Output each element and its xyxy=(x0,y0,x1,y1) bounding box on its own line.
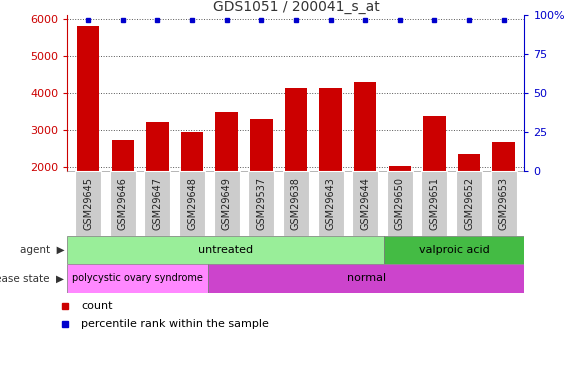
Text: count: count xyxy=(81,301,113,310)
FancyBboxPatch shape xyxy=(179,171,205,236)
Text: GSM29650: GSM29650 xyxy=(395,177,405,230)
Text: GSM29537: GSM29537 xyxy=(256,177,266,230)
FancyBboxPatch shape xyxy=(318,171,343,236)
Bar xyxy=(492,142,515,241)
Text: GSM29649: GSM29649 xyxy=(222,177,231,230)
FancyBboxPatch shape xyxy=(214,171,240,236)
Bar xyxy=(458,154,481,241)
Text: valproic acid: valproic acid xyxy=(419,245,489,255)
Title: GDS1051 / 200041_s_at: GDS1051 / 200041_s_at xyxy=(213,0,379,14)
Bar xyxy=(285,88,307,241)
FancyBboxPatch shape xyxy=(110,171,136,236)
Bar xyxy=(250,119,272,241)
FancyBboxPatch shape xyxy=(248,171,274,236)
Bar xyxy=(384,236,524,264)
FancyBboxPatch shape xyxy=(456,171,482,236)
Bar xyxy=(77,26,100,241)
FancyBboxPatch shape xyxy=(283,171,309,236)
Bar xyxy=(111,140,134,241)
Bar xyxy=(354,82,376,241)
Text: percentile rank within the sample: percentile rank within the sample xyxy=(81,320,270,329)
Bar xyxy=(181,132,203,241)
Bar xyxy=(67,264,208,292)
Text: GSM29644: GSM29644 xyxy=(360,177,370,230)
Text: GSM29646: GSM29646 xyxy=(118,177,128,230)
Bar xyxy=(67,236,384,264)
Text: untreated: untreated xyxy=(198,245,253,255)
Text: GSM29638: GSM29638 xyxy=(291,177,301,230)
Text: GSM29645: GSM29645 xyxy=(83,177,93,230)
Text: GSM29653: GSM29653 xyxy=(499,177,509,230)
FancyBboxPatch shape xyxy=(421,171,448,236)
Bar xyxy=(208,264,524,292)
Text: agent  ▶: agent ▶ xyxy=(20,245,64,255)
Text: polycystic ovary syndrome: polycystic ovary syndrome xyxy=(72,273,203,284)
Text: GSM29647: GSM29647 xyxy=(152,177,162,230)
Text: GSM29651: GSM29651 xyxy=(430,177,440,230)
Bar xyxy=(423,116,446,241)
FancyBboxPatch shape xyxy=(75,171,101,236)
Bar xyxy=(146,123,169,241)
Text: normal: normal xyxy=(347,273,386,284)
Bar xyxy=(389,166,411,241)
FancyBboxPatch shape xyxy=(387,171,413,236)
Text: GSM29643: GSM29643 xyxy=(326,177,336,230)
FancyBboxPatch shape xyxy=(490,171,517,236)
Text: GSM29648: GSM29648 xyxy=(187,177,197,230)
Text: GSM29652: GSM29652 xyxy=(464,177,474,230)
Text: disease state  ▶: disease state ▶ xyxy=(0,273,64,284)
FancyBboxPatch shape xyxy=(144,171,171,236)
FancyBboxPatch shape xyxy=(352,171,378,236)
Bar xyxy=(216,112,238,241)
Bar xyxy=(319,88,342,241)
